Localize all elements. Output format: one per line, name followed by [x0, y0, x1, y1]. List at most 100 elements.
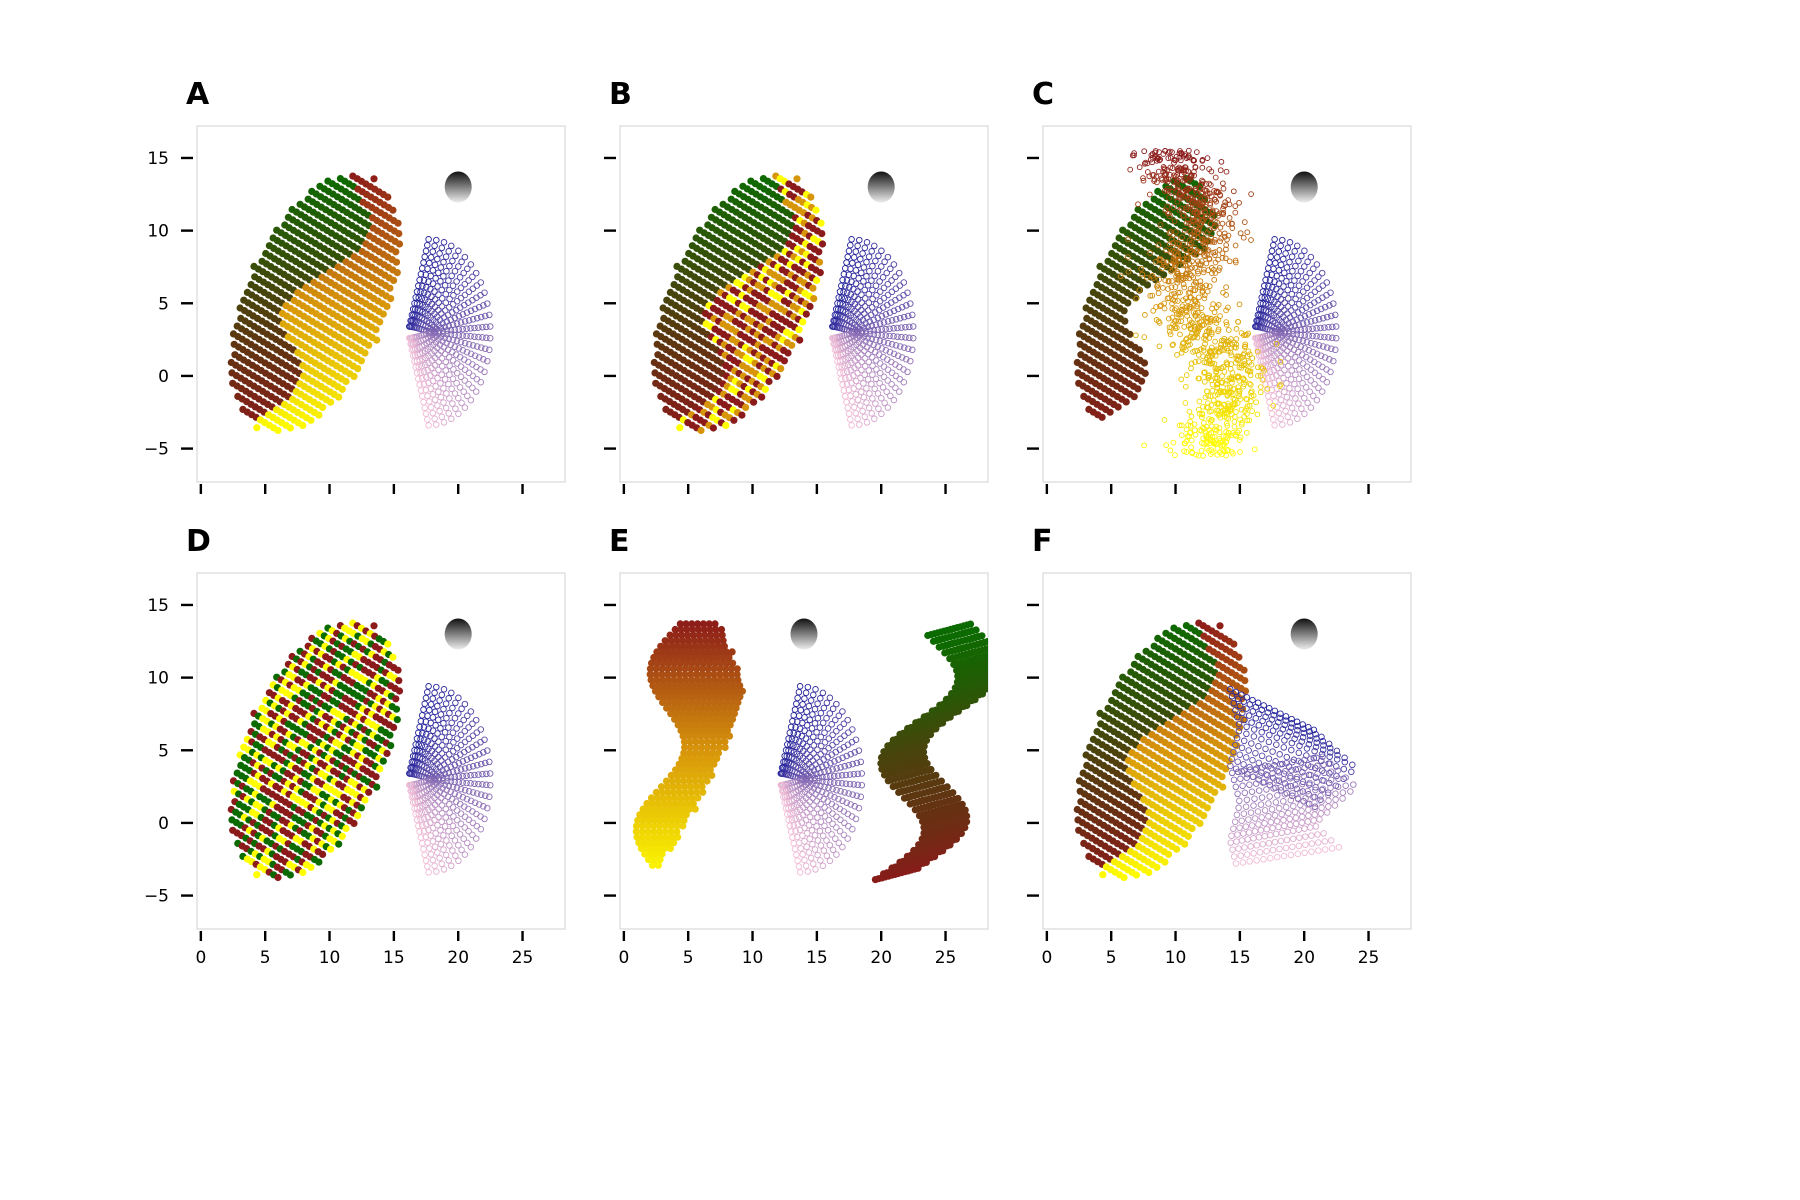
fan-point	[1286, 419, 1294, 426]
fan-point	[425, 298, 432, 306]
fan-point	[859, 250, 866, 257]
fan-point	[457, 373, 465, 381]
scattered-point	[1247, 372, 1254, 379]
x-tick-label: 15	[383, 948, 405, 968]
scattered-point	[1225, 415, 1232, 422]
fan-point	[1268, 386, 1276, 394]
fan-point	[477, 279, 485, 286]
fan-point	[1277, 261, 1285, 269]
fan-point	[469, 720, 476, 728]
fan-point	[852, 409, 860, 417]
fan-point	[872, 400, 879, 407]
fan-point	[1310, 392, 1317, 400]
fan-point	[870, 341, 877, 349]
scattered-point	[1204, 251, 1210, 257]
ellipse-point	[387, 742, 395, 750]
scattered-point	[1214, 410, 1220, 417]
fan-point	[434, 702, 441, 710]
scattered-point	[1164, 295, 1171, 302]
fan-point	[1271, 422, 1278, 429]
scattered-point	[1176, 308, 1183, 315]
fan-point	[1286, 385, 1293, 392]
fan-point	[1307, 339, 1315, 347]
fan-point	[450, 366, 457, 373]
fan-point	[431, 323, 438, 331]
fan-point	[839, 300, 846, 308]
fan-point	[442, 253, 450, 260]
scattered-point	[1191, 219, 1198, 225]
scattered-point	[1140, 175, 1146, 181]
fan-point	[848, 379, 855, 387]
fan-point	[872, 301, 880, 308]
fan-point	[431, 735, 438, 742]
scattered-point	[1225, 339, 1231, 346]
scattered-point	[1215, 366, 1222, 372]
fan-point	[434, 374, 441, 382]
fan-point	[445, 410, 452, 417]
scattered-point	[1206, 360, 1212, 366]
scattered-point	[1184, 335, 1190, 342]
fan-point	[464, 265, 471, 273]
scattered-point	[1246, 351, 1253, 358]
scattered-point	[1175, 167, 1181, 174]
fan-point	[1284, 295, 1292, 302]
ellipse-point	[1134, 385, 1142, 393]
x-tick-label: 20	[447, 948, 469, 968]
scattered-point	[1198, 447, 1205, 454]
fan-point	[865, 253, 873, 260]
fan-point	[481, 345, 489, 352]
y-tick-label: 15	[147, 596, 169, 616]
scatter-area	[650, 171, 917, 435]
scattered-point	[1176, 422, 1183, 429]
scattered-point	[1202, 236, 1208, 243]
fan-point	[427, 404, 435, 411]
fan-point	[882, 325, 889, 333]
scattered-point	[1213, 208, 1220, 214]
scattered-point	[1222, 255, 1229, 262]
fan-point	[451, 314, 459, 322]
fan-point	[424, 265, 431, 273]
fan-point	[865, 367, 873, 374]
scattered-point	[1238, 406, 1245, 413]
fan-point	[1291, 380, 1298, 388]
ellipse-point	[806, 302, 814, 310]
fan-point	[834, 306, 842, 313]
fan-point	[453, 360, 461, 367]
scattered-point	[1203, 430, 1209, 436]
fan-point	[1309, 325, 1316, 332]
scattered-point	[1254, 348, 1261, 355]
scattered-point	[1212, 365, 1219, 372]
fan-point	[855, 275, 862, 282]
scattered-point	[1214, 400, 1221, 407]
fan-point	[1287, 282, 1295, 289]
fan-point	[1295, 357, 1303, 364]
scattered-point	[1225, 430, 1232, 436]
fan-point	[886, 309, 894, 316]
fan-point	[881, 399, 888, 407]
scattered-point	[1172, 298, 1178, 304]
fan-point	[837, 351, 844, 359]
scattered-point	[1174, 245, 1180, 251]
scattered-point	[1205, 373, 1211, 379]
scattered-point	[1234, 429, 1241, 436]
scattered-point	[1125, 254, 1131, 260]
fan-point	[861, 244, 869, 252]
fan-point	[431, 261, 439, 269]
fan-point	[842, 375, 849, 382]
y-tick-label: 10	[147, 669, 169, 689]
scattered-point	[1154, 154, 1161, 161]
scattered-point	[1191, 172, 1197, 179]
scattered-point	[1188, 240, 1195, 246]
scattered-point	[1183, 449, 1190, 455]
ellipse-point	[379, 310, 387, 318]
scattered-point	[1223, 246, 1229, 253]
scattered-point	[1166, 195, 1172, 201]
scattered-point	[1173, 153, 1180, 160]
fan-point	[445, 695, 452, 702]
fan-point	[446, 371, 453, 378]
fan-point	[458, 399, 465, 407]
scattered-point	[1149, 272, 1156, 279]
scattered-point	[1168, 284, 1175, 291]
fan-point	[451, 343, 459, 350]
